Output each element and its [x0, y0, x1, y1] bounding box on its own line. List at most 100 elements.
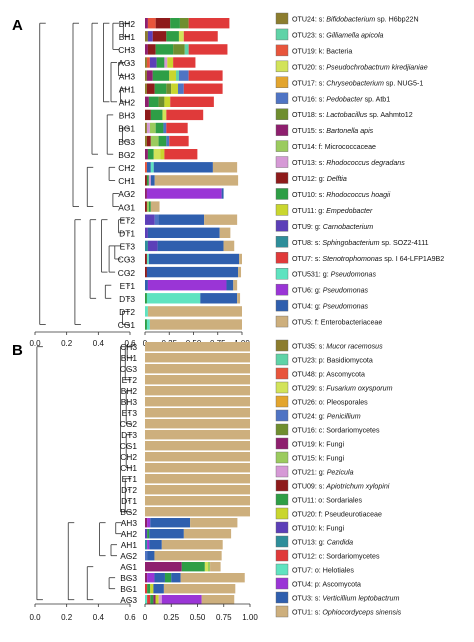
legend-swatch: [275, 204, 289, 216]
bar-segment-ah3-5: [178, 70, 189, 81]
legend-swatch: [275, 409, 289, 422]
bar-segment-ag1-0: [145, 562, 182, 572]
bar-segment-ah3-4: [176, 70, 179, 81]
bar-segment-bh2-1: [147, 18, 156, 29]
bar-segment-ag1-2: [204, 562, 208, 572]
bar-segment-ah3-2: [150, 518, 191, 528]
bar-segment-ah1-0: [145, 540, 148, 550]
bar-segment-ag1-1: [181, 562, 205, 572]
dendrogram-b: [36, 346, 134, 601]
sample-label-bg1: BG1: [118, 124, 135, 134]
bar-segment-bg1-1: [146, 122, 150, 134]
bar-segment-ag1-4: [210, 562, 221, 572]
sample-label-dt2: DT2: [119, 307, 135, 317]
legend-label: OTU5: f: Enterobacteriaceae: [292, 319, 382, 327]
tree-tick-label: 0.2: [61, 613, 73, 622]
bar-segment-ch1-1: [146, 175, 149, 186]
bar-segment-bg1-1: [147, 584, 151, 594]
bar-tick-label: 0: [143, 613, 148, 622]
bar-segment-ch1-0: [145, 175, 147, 186]
legend-swatch: [275, 437, 289, 450]
bar-segment-ah2-1: [147, 529, 150, 539]
legend-label: OTU3: s: Verticillium leptobactrum: [292, 595, 399, 603]
bar-segment-ah3-6: [188, 70, 223, 81]
legend-label: OTU21: g: Pezicula: [292, 469, 354, 477]
bar-segment-bg1-4: [163, 122, 167, 134]
bar-segment-bg3-2: [150, 135, 159, 147]
legend-label: OTU531: g: Pseudomonas: [292, 271, 376, 279]
bar-segment-ag1-1: [146, 201, 149, 212]
legend-swatch: [275, 493, 289, 506]
bar-tick-label: 0.25: [163, 613, 179, 622]
bar-segment-cg2-0: [145, 419, 250, 429]
legend-swatch: [275, 76, 289, 89]
bar-segment-ah2-2: [158, 96, 165, 107]
legend-swatch: [275, 92, 289, 104]
bar-axis-b: 0 0.25 0.50 0.75 1.00: [143, 603, 258, 622]
sample-label-et2: ET2: [122, 375, 138, 385]
legend-swatch: [275, 367, 289, 380]
bar-segment-cg3-2: [148, 253, 240, 265]
legend-swatch: [275, 124, 289, 136]
panel-letter-a: A: [12, 17, 23, 34]
tree-tick-label: 0.6: [124, 613, 136, 622]
sample-label-bh2: BH2: [119, 19, 136, 29]
sample-label-ag2: AG2: [118, 189, 135, 199]
legend-label: OTU48: p: Ascomycota: [292, 371, 365, 379]
bar-segment-bh1-5: [183, 31, 218, 42]
tree-tick-label: 0.4: [93, 613, 105, 622]
bar-segment-ah1-5: [177, 83, 184, 94]
bar-segment-dt1-1: [147, 227, 220, 238]
bar-segment-ch2-0: [145, 162, 147, 173]
bar-segment-ch2-2: [150, 162, 154, 173]
legend-swatch: [275, 236, 289, 248]
legend-label: OTU15: s: Bartonella apis: [292, 127, 374, 135]
legend-swatch: [275, 28, 289, 41]
sample-label-et1: ET1: [122, 474, 138, 484]
sample-labels-b: CH3BH1CG3ET2BH2BH3ET3CG2DT3CG1CH2CH1ET1D…: [120, 342, 138, 605]
bar-segment-cg3-3: [239, 253, 242, 265]
bar-segment-dt3-3: [237, 293, 241, 304]
bar-segment-dt2-0: [145, 306, 148, 317]
bar-segment-bg1-3: [153, 584, 164, 594]
sample-label-bg2: BG2: [118, 150, 135, 160]
bar-segment-ah2-0: [145, 529, 148, 539]
legend-label: OTU13: g: Candida: [292, 539, 353, 547]
sample-label-bg2: BG2: [120, 507, 137, 517]
sample-label-et3: ET3: [120, 242, 136, 252]
bar-segment-ag2-1: [146, 188, 222, 199]
bar-segment-bg3-4: [171, 573, 181, 583]
bar-segment-ah1-2: [149, 540, 162, 550]
legend-label: OTU23: s: Gilliamella apicola: [292, 31, 384, 39]
legend-swatch: [275, 521, 289, 534]
legend-swatch: [275, 479, 289, 492]
sample-label-cg3: CG3: [120, 364, 138, 374]
bar-segment-ah2-1: [148, 96, 159, 107]
sample-label-ag1: AG1: [118, 202, 135, 212]
bar-segment-ag2-0: [145, 551, 148, 561]
bar-segment-ah1-4: [171, 83, 178, 94]
sample-label-ah2: AH2: [121, 529, 138, 539]
bar-segment-bg3-0: [145, 573, 148, 583]
bar-segment-dt3-0: [145, 430, 250, 440]
bar-segment-bg3-3: [158, 135, 167, 147]
bar-segment-bh3-1: [150, 109, 163, 121]
bar-segment-ch1-2: [148, 175, 151, 186]
sample-label-bg1: BG1: [120, 584, 137, 594]
legend-label: OTU29: s: Fusarium oxysporum: [292, 385, 393, 393]
bar-segment-et3-0: [145, 408, 250, 418]
bar-segment-ah3-1: [147, 518, 151, 528]
legend-label: OTU09: s: Apiotrichum xylopini: [292, 483, 390, 491]
tree-axis-b: 0.0 0.2 0.4 0.6: [29, 603, 136, 622]
legend-swatch: [275, 252, 289, 264]
bar-segment-ag3-2: [150, 595, 154, 605]
bar-segment-ah1-3: [166, 83, 172, 94]
legend-swatch: [275, 283, 289, 296]
tree-tick-label: 0.4: [93, 339, 105, 348]
bar-segment-ch2-1: [146, 162, 151, 173]
legend-swatch: [275, 381, 289, 394]
bar-segment-ag3-1: [146, 57, 150, 68]
bar-segment-bg2-0: [145, 149, 148, 160]
tree-tick-label: 0.0: [29, 613, 41, 622]
stacked-bars-a: [145, 18, 242, 330]
